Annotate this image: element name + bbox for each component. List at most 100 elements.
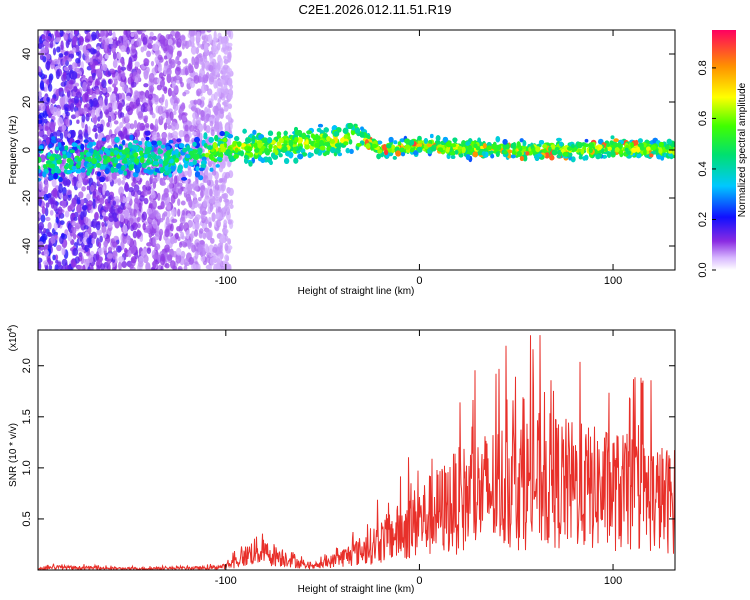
heatmap-cell [62, 125, 67, 131]
heatmap-cell [491, 144, 498, 150]
heatmap-cell [61, 233, 65, 238]
heatmap-cell [165, 111, 169, 119]
heatmap-cell [44, 43, 49, 54]
heatmap-cell [227, 78, 233, 86]
heatmap-cell [136, 229, 141, 239]
heatmap-cell [55, 30, 59, 39]
heatmap-cell [194, 264, 200, 270]
heatmap-cell [74, 30, 79, 35]
heatmap-cell [156, 140, 162, 146]
heatmap-cell [81, 114, 86, 123]
heatmap-cell [100, 164, 107, 170]
heatmap-cell [195, 166, 200, 172]
heatmap-cell [617, 142, 622, 148]
heatmap-cell [101, 221, 105, 227]
heatmap-cell [60, 97, 66, 106]
heatmap-cell [67, 264, 72, 270]
heatmap-cell [218, 178, 223, 184]
heatmap-cell [97, 126, 102, 134]
heatmap-cell [233, 135, 240, 142]
heatmap-cell [160, 181, 166, 186]
heatmap-cell [181, 114, 187, 122]
heatmap-cell [227, 112, 232, 122]
heatmap-cell [333, 130, 339, 137]
heatmap-cell [64, 210, 70, 218]
heatmap-cell [217, 206, 222, 213]
heatmap-cell [184, 67, 189, 76]
heatmap-cell [97, 133, 104, 141]
heatmap-cell [213, 91, 218, 101]
heatmap-cell [192, 159, 197, 166]
heatmap-cell [177, 182, 183, 187]
heatmap-cell [179, 76, 183, 85]
heatmap-cell [134, 61, 140, 68]
heatmap-cell [171, 208, 176, 217]
heatmap-cell [136, 37, 142, 47]
heatmap-cell [409, 139, 415, 146]
heatmap-cell [167, 124, 172, 130]
heatmap-cell [49, 121, 56, 129]
heatmap-cell [82, 81, 88, 92]
heatmap-cell [143, 58, 150, 65]
heatmap-cell [82, 208, 87, 217]
heatmap-cell [511, 143, 516, 149]
heatmap-cell [88, 88, 94, 96]
heatmap-cell [209, 167, 214, 172]
heatmap-cell [81, 186, 86, 192]
heatmap-cell [330, 147, 336, 154]
heatmap-cell [121, 72, 126, 80]
heatmap-cell [121, 260, 127, 269]
heatmap-cell [38, 90, 42, 99]
heatmap-cell [189, 72, 194, 77]
heatmap-cell [167, 87, 172, 97]
heatmap-cell [163, 188, 169, 195]
heatmap-cell [71, 220, 76, 227]
heatmap-cell [223, 64, 229, 70]
heatmap-cell [216, 156, 223, 162]
heatmap-cell [189, 124, 195, 132]
heatmap-cell [220, 93, 225, 98]
heatmap-cell [106, 149, 111, 156]
heatmap-cell [102, 232, 107, 239]
heatmap-cell [578, 155, 583, 160]
heatmap-cell [142, 254, 149, 264]
heatmap-cell [119, 121, 124, 129]
heatmap-cell [101, 79, 107, 89]
heatmap-cell [102, 103, 107, 112]
heatmap-cell [101, 137, 106, 142]
heatmap-cell [495, 135, 501, 143]
heatmap-cell [276, 131, 282, 137]
heatmap-cell [182, 91, 187, 97]
heatmap-cell [76, 180, 83, 189]
heatmap-cell [490, 153, 495, 159]
heatmap-cell [58, 177, 63, 183]
heatmap-cell [206, 30, 212, 33]
heatmap-cell [104, 53, 110, 60]
heatmap-cell [208, 153, 214, 160]
heatmap-cell [62, 150, 67, 155]
heatmap-cell [130, 224, 135, 232]
heatmap-cell [46, 105, 50, 115]
heatmap-cell [154, 168, 160, 173]
heatmap-cell [147, 42, 152, 48]
heatmap-cell [203, 134, 208, 140]
heatmap-cell [88, 141, 93, 148]
heatmap-cell [218, 196, 223, 203]
heatmap-cell [143, 154, 148, 159]
heatmap-cell [486, 145, 492, 151]
heatmap-cell [604, 147, 608, 152]
heatmap-cell [201, 160, 206, 166]
heatmap-cell [79, 108, 84, 114]
heatmap-cell [219, 108, 225, 115]
heatmap-cell [116, 163, 122, 170]
heatmap-cell [244, 157, 249, 164]
heatmap-cell [84, 244, 89, 253]
heatmap-cell [39, 103, 46, 112]
heatmap-cell [519, 155, 524, 161]
heatmap-cell [219, 260, 224, 268]
heatmap-cell [365, 142, 371, 149]
heatmap-cell [92, 198, 96, 209]
heatmap-cell [74, 44, 80, 54]
heatmap-cell [185, 154, 191, 159]
